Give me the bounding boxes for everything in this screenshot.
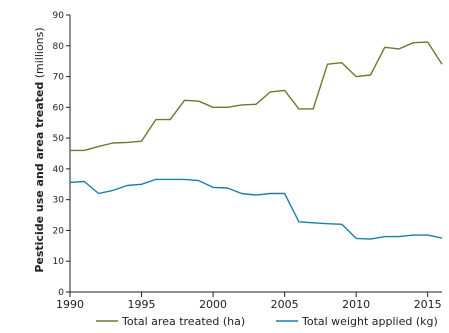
x-tick-label: 1995	[128, 298, 156, 311]
y-tick-label: 30	[53, 196, 65, 206]
x-tick-label: 1990	[56, 298, 84, 311]
y-axis-ticks: 0 10 20 30 40 50 60 70 80 90	[53, 11, 70, 298]
y-tick-label: 60	[53, 103, 65, 113]
series-line-area-treated	[70, 41, 443, 152]
axes	[69, 15, 442, 293]
legend: Total area treated (ha) Total weight appl…	[96, 315, 438, 328]
series-line-weight-applied	[69, 178, 443, 240]
y-axis-label: Pesticide use and area treated (millions…	[33, 27, 46, 272]
x-axis-ticks: 1990 1995 2000 2005 2010 2015	[56, 292, 442, 311]
y-axis-label-bold: Pesticide use and area treated	[33, 82, 46, 273]
x-tick-label: 2010	[342, 298, 370, 311]
y-tick-label: 90	[53, 11, 65, 21]
y-tick-label: 20	[53, 226, 65, 236]
y-axis-label-units: (millions)	[33, 27, 46, 81]
legend-label: Total weight applied (kg)	[301, 315, 438, 328]
x-tick-label: 2000	[199, 298, 227, 311]
y-tick-label: 10	[53, 257, 65, 267]
x-tick-label: 2005	[271, 298, 299, 311]
y-tick-label: 70	[53, 73, 65, 83]
series-lines	[69, 41, 443, 240]
y-tick-label: 80	[53, 42, 65, 52]
legend-label: Total area treated (ha)	[121, 315, 245, 328]
svg-text:Pesticide use and area treated: Pesticide use and area treated (millions…	[33, 27, 46, 272]
y-tick-label: 40	[53, 165, 65, 175]
y-tick-label: 0	[58, 288, 64, 298]
y-tick-label: 50	[53, 134, 65, 144]
x-tick-label: 2015	[414, 298, 442, 311]
